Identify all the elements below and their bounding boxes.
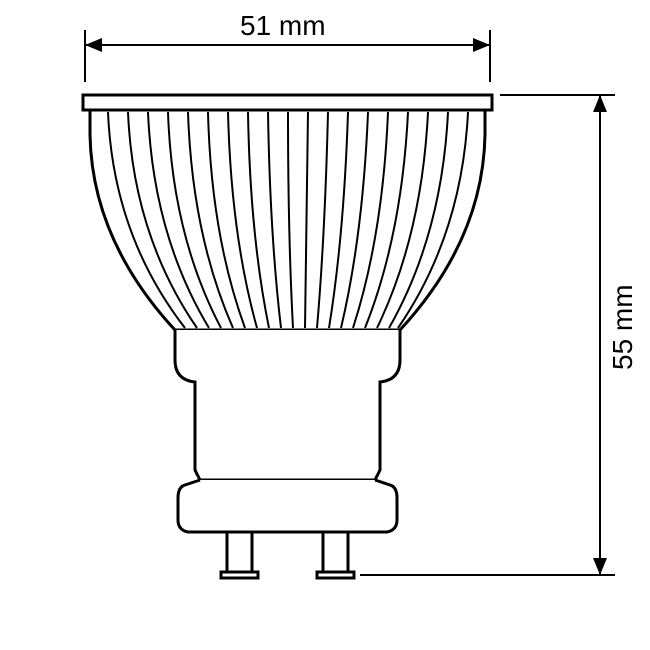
width-label: 51 mm: [240, 10, 326, 41]
base-flange: [178, 480, 397, 532]
bulb-diagram: 51 mm 55 mm: [0, 0, 650, 650]
width-dimension: 51 mm: [85, 10, 490, 82]
height-label: 55 mm: [607, 284, 638, 370]
bulb-outline: [83, 95, 492, 578]
bulb-neck: [175, 330, 400, 480]
gu10-pins: [221, 532, 354, 578]
